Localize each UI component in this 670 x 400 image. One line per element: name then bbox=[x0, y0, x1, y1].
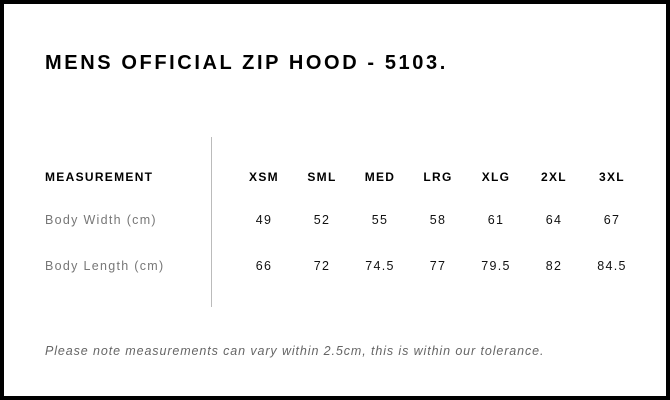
cell: 61 bbox=[487, 213, 505, 227]
cell: 72 bbox=[313, 259, 331, 273]
size-chart: MENS OFFICIAL ZIP HOOD - 5103. MEASUREME… bbox=[4, 4, 666, 396]
cell: 84.5 bbox=[597, 259, 627, 273]
header-size: XLG bbox=[481, 170, 511, 184]
cell: 82 bbox=[545, 259, 563, 273]
cell: 77 bbox=[429, 259, 447, 273]
cell: 66 bbox=[255, 259, 273, 273]
row-label: Body Width (cm) bbox=[45, 213, 157, 227]
cell: 49 bbox=[255, 213, 273, 227]
cell: 55 bbox=[371, 213, 389, 227]
header-size: MED bbox=[364, 170, 396, 184]
cell: 79.5 bbox=[481, 259, 511, 273]
cell: 58 bbox=[429, 213, 447, 227]
cell: 67 bbox=[603, 213, 621, 227]
cell: 64 bbox=[545, 213, 563, 227]
tolerance-note: Please note measurements can vary within… bbox=[45, 344, 545, 358]
header-size: SML bbox=[307, 170, 337, 184]
cell: 74.5 bbox=[365, 259, 395, 273]
page-title: MENS OFFICIAL ZIP HOOD - 5103. bbox=[45, 52, 448, 74]
header-size: XSM bbox=[249, 170, 279, 184]
header-size: 2XL bbox=[541, 170, 567, 184]
header-size: 3XL bbox=[599, 170, 625, 184]
cell: 52 bbox=[313, 213, 331, 227]
row-label: Body Length (cm) bbox=[45, 259, 165, 273]
header-measurement: MEASUREMENT bbox=[45, 170, 154, 184]
column-divider bbox=[211, 137, 212, 307]
header-size: LRG bbox=[423, 170, 453, 184]
